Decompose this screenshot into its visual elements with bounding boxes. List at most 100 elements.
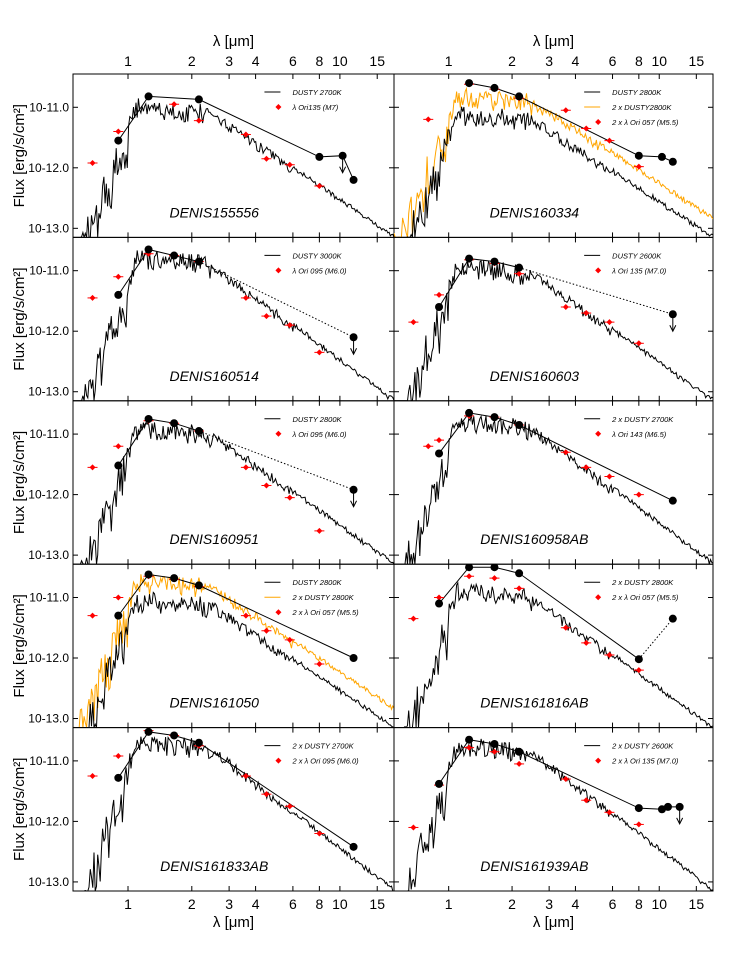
comparison-point [425, 443, 432, 450]
comparison-point [635, 491, 642, 498]
observed-point [515, 421, 524, 430]
model-spectrum [73, 591, 394, 728]
legend-label: λ Ori 135 (M7.0) [611, 266, 667, 275]
model-spectrum [394, 581, 713, 728]
panel-star-name: DENIS161050 [169, 695, 259, 711]
comparison-point [263, 627, 270, 634]
comparison-point [286, 494, 293, 501]
comparison-point [263, 155, 270, 162]
panel-plot-area [73, 92, 394, 238]
x-tick-label-bottom: 8 [315, 896, 323, 912]
comparison-point [436, 437, 443, 444]
model-spectrum [73, 420, 394, 565]
y-tick-label: 10-12.0 [28, 161, 69, 175]
y-tick-label: 10-13.0 [28, 875, 69, 889]
observed-point [657, 152, 666, 161]
legend-marker [595, 267, 602, 274]
comparison-point [410, 319, 417, 326]
observed-point [435, 599, 444, 608]
comparison-point [635, 340, 642, 347]
comparison-point [286, 636, 293, 643]
x-tick-label-bottom: 6 [289, 896, 297, 912]
legend-marker [595, 594, 602, 601]
sed-panel-denis161833ab: 10-11.0 10-12.0 10-13.0 DENIS161833AB 2 x DU… [28, 727, 395, 892]
x-tick-label-top: 4 [252, 53, 260, 69]
panel-star-name: DENIS160958AB [480, 531, 588, 547]
x-tick-label-bottom: 8 [635, 896, 643, 912]
comparison-point [562, 776, 569, 783]
observed-point [114, 136, 123, 145]
comparison-point [491, 748, 498, 755]
y-tick-label: 10-12.0 [28, 651, 69, 665]
comparison-point [606, 137, 613, 144]
panel-star-name: DENIS160514 [169, 368, 259, 384]
legend-label: DUSTY 2800K [612, 88, 662, 97]
comparison-point [115, 273, 122, 280]
upper-limit-arrow-head [339, 166, 347, 174]
observed-point [634, 655, 643, 664]
observed-point [668, 157, 677, 166]
comparison-point [516, 585, 523, 592]
panel-plot-area [73, 245, 394, 401]
x-tick-label-bottom: 3 [225, 896, 233, 912]
x-tick-label-top: 15 [689, 53, 705, 69]
observed-sed-dotted [518, 267, 673, 315]
comparison-point [316, 830, 323, 837]
observed-point [465, 254, 474, 263]
sed-panel-denis160958ab: DENIS160958AB 2 x DUSTY 2700K λ Ori 143 (M… [393, 400, 714, 565]
observed-point [144, 727, 153, 736]
observed-point [490, 257, 499, 266]
x-tick-label-top: 3 [225, 53, 233, 69]
observed-point [668, 496, 677, 505]
legend-label: 2 x DUSTY 2600K [611, 742, 674, 751]
y-tick-label: 10-11.0 [29, 754, 69, 768]
sed-panel-denis155556: 10-11.0 10-12.0 10-13.0 DENIS155556 DUSTY 27… [28, 73, 395, 238]
observed-point [170, 731, 179, 740]
x-tick-label-top: 8 [315, 53, 323, 69]
observed-point [490, 739, 499, 748]
observed-point [170, 574, 179, 583]
y-axis-title: Flux [erg/s/cm²] [11, 431, 28, 534]
observed-point [490, 413, 499, 422]
legend-label: 2 x DUSTY 2700K [291, 742, 354, 751]
x-tick-label-bottom: 6 [609, 896, 617, 912]
panel-plot-area [394, 254, 713, 401]
observed-point [349, 654, 358, 663]
panel-plot-area [394, 735, 713, 891]
observed-sed-line [438, 412, 674, 502]
model-spectrum [73, 250, 394, 401]
legend-marker [595, 119, 602, 125]
comparison-point [263, 313, 270, 320]
comparison-point [562, 449, 569, 456]
comparison-point [316, 661, 323, 668]
x-tick-label-bottom: 4 [572, 896, 580, 912]
observed-point [194, 95, 203, 104]
comparison-point [635, 821, 642, 828]
comparison-point [516, 270, 523, 277]
observed-point [144, 570, 153, 579]
observed-sed-line [438, 566, 640, 660]
legend-label: DUSTY 3000K [292, 251, 342, 260]
observed-point [194, 427, 203, 436]
comparison-point [466, 573, 473, 580]
x-axis-title-top-left: λ [μm] [213, 33, 254, 50]
comparison-point [491, 575, 498, 582]
x-tick-label-top: 4 [572, 53, 580, 69]
observed-point [114, 611, 123, 620]
observed-point [515, 263, 524, 272]
x-tick-label-top: 6 [609, 53, 617, 69]
panel-star-name: DENIS161939AB [480, 858, 588, 874]
sed-panel-denis160951: 10-11.0 10-12.0 10-13.0 DENIS160951 DUSTY 28… [28, 400, 395, 565]
comparison-point [606, 809, 613, 816]
legend-label: 2 x λ Ori 057 (M5.5) [611, 118, 679, 127]
comparison-point [89, 464, 96, 471]
model-spectrum [394, 259, 713, 401]
comparison-point [89, 294, 96, 301]
comparison-point [316, 182, 323, 189]
legend-label: 2 x λ Ori 135 (M7.0) [611, 757, 679, 766]
x-tick-label-top: 10 [651, 53, 667, 69]
observed-point [657, 805, 666, 814]
comparison-point [115, 753, 122, 760]
panel-star-name: DENIS160334 [490, 204, 580, 220]
